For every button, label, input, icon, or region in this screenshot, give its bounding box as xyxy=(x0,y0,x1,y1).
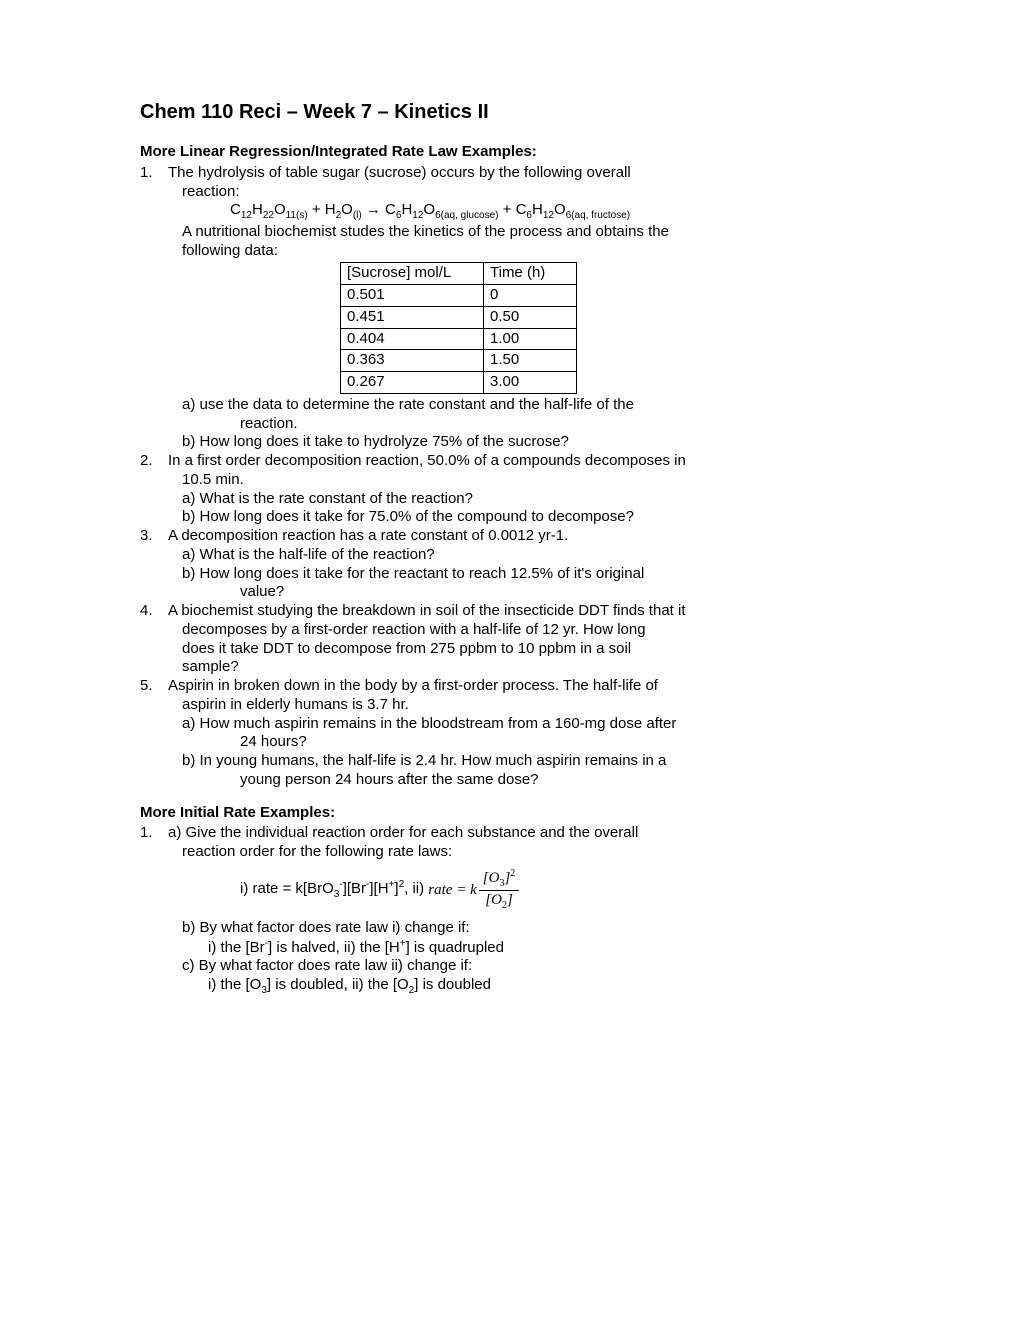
sucrose-table: [Sucrose] mol/L Time (h) 0.5010 0.4510.5… xyxy=(340,262,577,394)
table-header-1: [Sucrose] mol/L xyxy=(341,263,484,285)
q2-line2: 10.5 min. xyxy=(140,471,880,490)
q1-post2: following data: xyxy=(140,242,880,261)
s2q1-equations: i) rate = k[BrO3-][Br-][H+]2, ii) rate =… xyxy=(140,868,880,913)
table-header-2: Time (h) xyxy=(484,263,577,285)
section2-heading: More Initial Rate Examples: xyxy=(140,804,880,823)
q2a: a) What is the rate constant of the reac… xyxy=(140,490,880,509)
q4-line4: sample? xyxy=(140,658,880,677)
q2-text: In a first order decomposition reaction,… xyxy=(168,452,880,471)
q3: 3. A decomposition reaction has a rate c… xyxy=(140,527,880,546)
q4-text: A biochemist studying the breakdown in s… xyxy=(168,602,880,621)
table-row: 0.4510.50 xyxy=(341,306,577,328)
q1b: b) How long does it take to hydrolyze 75… xyxy=(140,433,880,452)
q4-number: 4. xyxy=(140,602,168,621)
q1a-line2: reaction. xyxy=(140,415,880,434)
q1-text: The hydrolysis of table sugar (sucrose) … xyxy=(168,164,880,183)
q3a: a) What is the half-life of the reaction… xyxy=(140,546,880,565)
q3b-line2: value? xyxy=(140,583,880,602)
q2-number: 2. xyxy=(140,452,168,471)
q1: 1. The hydrolysis of table sugar (sucros… xyxy=(140,164,880,183)
table-row: 0.4041.00 xyxy=(341,328,577,350)
q2b: b) How long does it take for 75.0% of th… xyxy=(140,508,880,527)
q5-number: 5. xyxy=(140,677,168,696)
q3-text: A decomposition reaction has a rate cons… xyxy=(168,527,880,546)
s2q1-number: 1. xyxy=(140,824,168,843)
table-row: 0.2673.00 xyxy=(341,372,577,394)
q5-line2: aspirin in elderly humans is 3.7 hr. xyxy=(140,696,880,715)
q1-line2: reaction: xyxy=(140,183,880,202)
s2q1c: c) By what factor does rate law ii) chan… xyxy=(140,957,880,976)
s2q1: 1. a) Give the individual reaction order… xyxy=(140,824,880,843)
page-title: Chem 110 Reci – Week 7 – Kinetics II xyxy=(140,100,880,125)
s2q1-text: a) Give the individual reaction order fo… xyxy=(168,824,880,843)
table-row: 0.3631.50 xyxy=(341,350,577,372)
q5b-line1: b) In young humans, the half-life is 2.4… xyxy=(140,752,880,771)
q5-text: Aspirin in broken down in the body by a … xyxy=(168,677,880,696)
q2: 2. In a first order decomposition reacti… xyxy=(140,452,880,471)
q1a-line1: a) use the data to determine the rate co… xyxy=(140,396,880,415)
q1-post1: A nutritional biochemist studes the kine… xyxy=(140,223,880,242)
q4-line2: decomposes by a first-order reaction wit… xyxy=(140,621,880,640)
q5: 5. Aspirin in broken down in the body by… xyxy=(140,677,880,696)
s2q1ci: i) the [O3] is doubled, ii) the [O2] is … xyxy=(140,976,880,998)
q3-number: 3. xyxy=(140,527,168,546)
q4: 4. A biochemist studying the breakdown i… xyxy=(140,602,880,621)
s2q1bi: i) the [Br-] is halved, ii) the [H+] is … xyxy=(140,938,880,958)
table-row: 0.5010 xyxy=(341,285,577,307)
table-row: [Sucrose] mol/L Time (h) xyxy=(341,263,577,285)
q5b-line2: young person 24 hours after the same dos… xyxy=(140,771,880,790)
q1-number: 1. xyxy=(140,164,168,183)
section1-heading: More Linear Regression/Integrated Rate L… xyxy=(140,143,880,162)
q5a-line1: a) How much aspirin remains in the blood… xyxy=(140,715,880,734)
q3b-line1: b) How long does it take for the reactan… xyxy=(140,565,880,584)
q1-equation: C12H22O11(s) + H2O(l) → C6H12O6(aq, gluc… xyxy=(140,201,880,223)
q5a-line2: 24 hours? xyxy=(140,733,880,752)
s2q1-line2: reaction order for the following rate la… xyxy=(140,843,880,862)
s2q1b: b) By what factor does rate law i) chang… xyxy=(140,919,880,938)
q4-line3: does it take DDT to decompose from 275 p… xyxy=(140,640,880,659)
